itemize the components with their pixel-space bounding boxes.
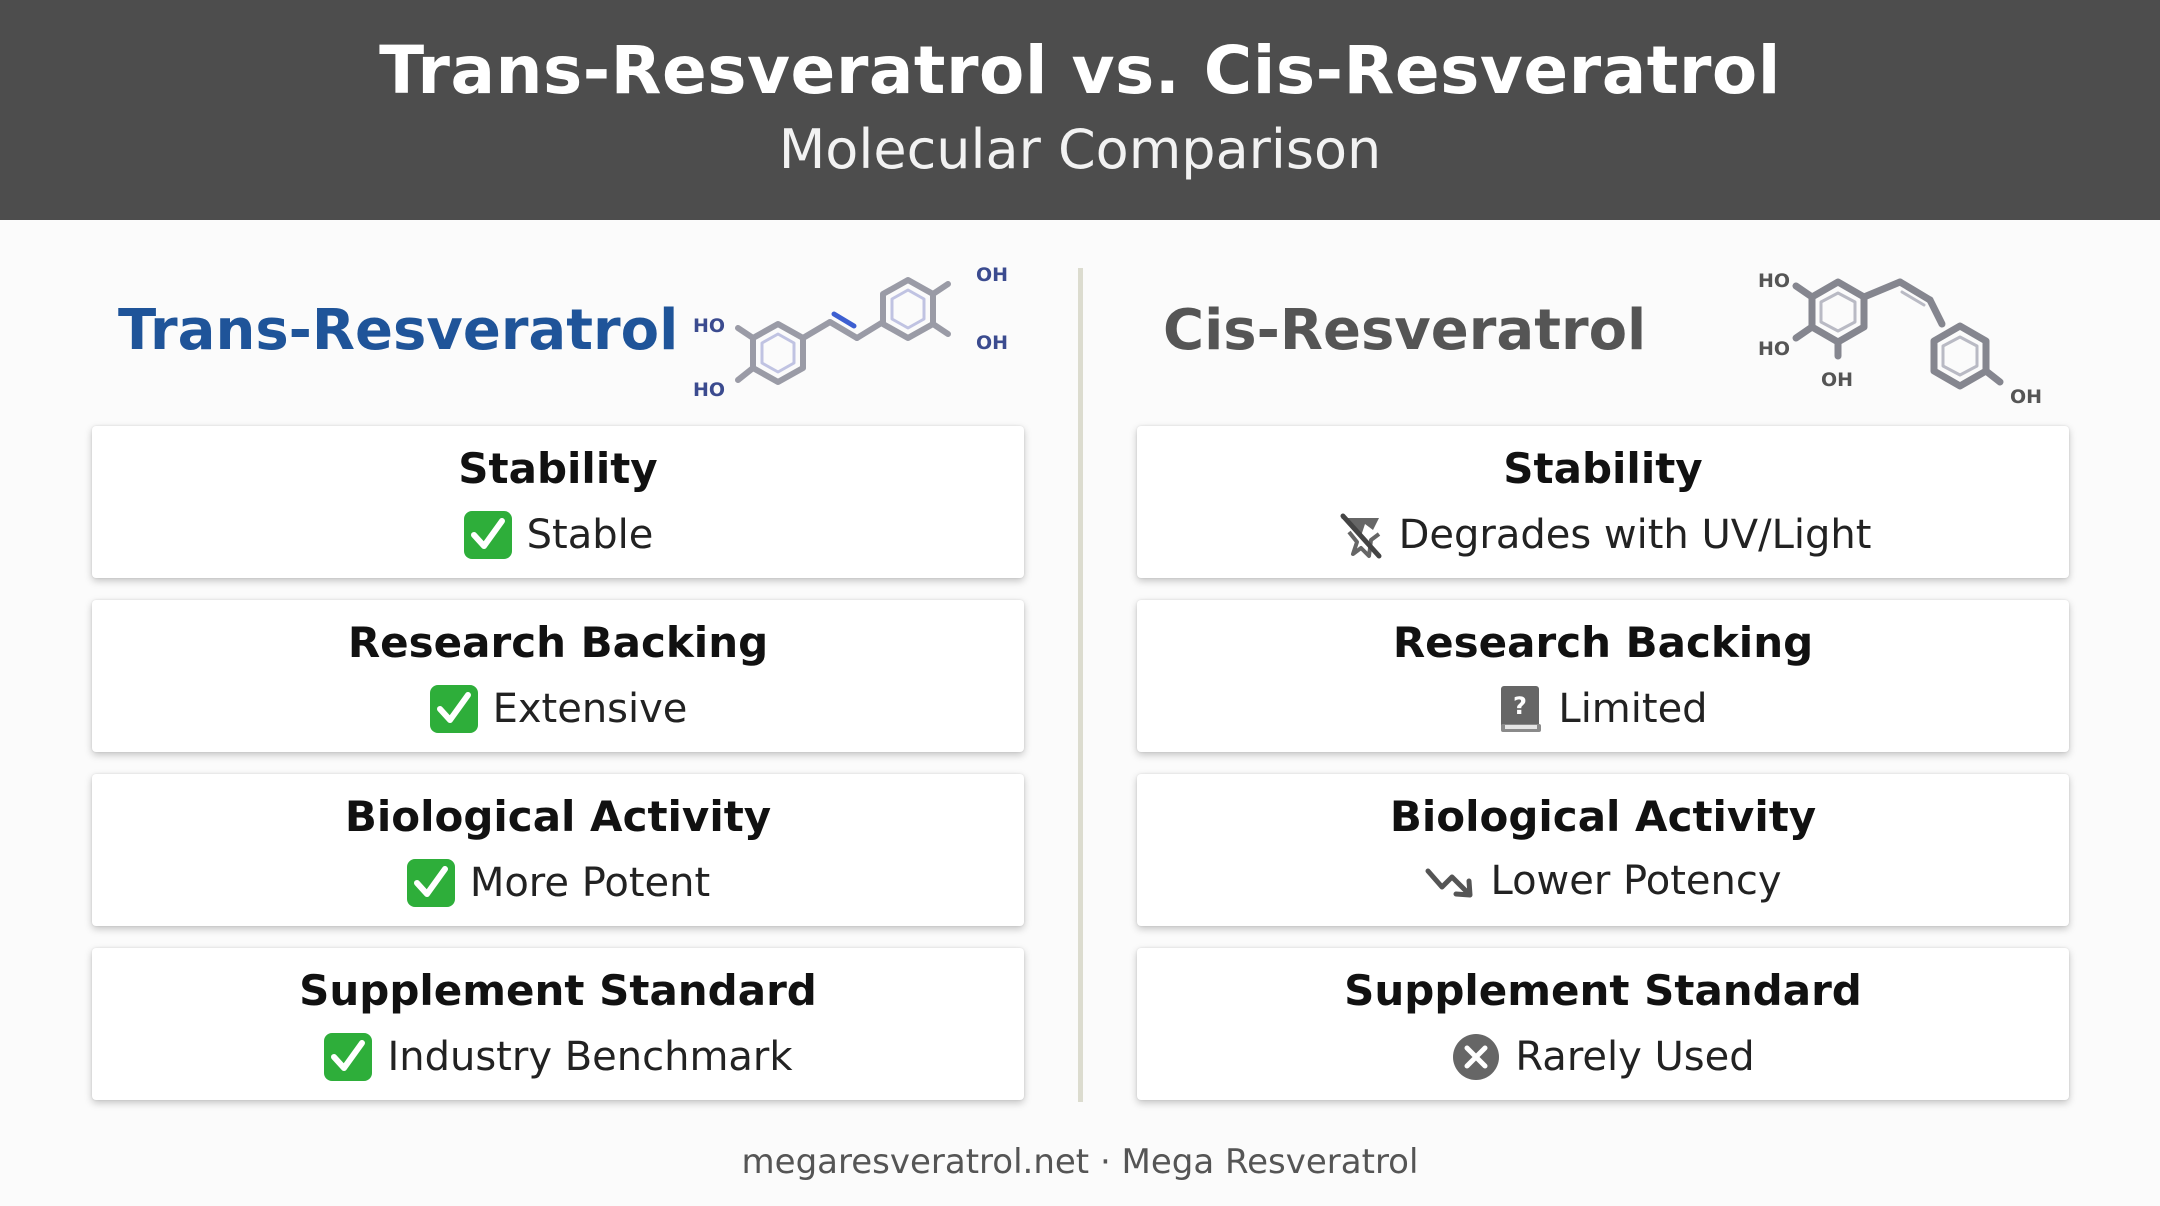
column-divider <box>1078 268 1083 1102</box>
svg-text:HO: HO <box>1758 270 1790 292</box>
svg-text:OH: OH <box>1821 369 1853 391</box>
cis-card-activity: Biological Activity Lower Potency <box>1137 774 2069 926</box>
trans-molecule-icon: HO HO OH OH <box>693 264 1008 401</box>
x-circle-icon <box>1453 1034 1500 1080</box>
cis-card-stability: Stability Degrades with UV/Light <box>1137 426 2069 578</box>
trans-card-supplement: Supplement Standard Industry Benchmark <box>92 948 1024 1100</box>
card-label: Research Backing <box>347 618 769 667</box>
card-label: Supplement Standard <box>299 966 817 1015</box>
trans-column-title: Trans-Resveratrol <box>118 298 679 363</box>
page-title: Trans-Resveratrol vs. Cis-Resveratrol <box>379 32 1781 109</box>
check-icon <box>324 1033 373 1081</box>
card-label: Stability <box>1503 444 1703 493</box>
card-value: Lower Potency <box>1490 858 1782 904</box>
cis-column-title: Cis-Resveratrol <box>1163 298 1647 363</box>
header-banner: Trans-Resveratrol vs. Cis-Resveratrol Mo… <box>0 0 2160 220</box>
card-value: Industry Benchmark <box>387 1034 793 1080</box>
card-label: Stability <box>458 444 658 493</box>
trans-card-stability: Stability Stable <box>92 426 1024 578</box>
card-value: Rarely Used <box>1515 1034 1755 1080</box>
card-value: Stable <box>526 512 654 558</box>
svg-text:HO: HO <box>693 315 725 337</box>
card-value: More Potent <box>469 860 711 906</box>
check-icon <box>463 511 512 559</box>
trans-card-activity: Biological Activity More Potent <box>92 774 1024 926</box>
cis-card-supplement: Supplement Standard Rarely Used <box>1137 948 2069 1100</box>
card-label: Research Backing <box>1392 618 1814 667</box>
footer-credit: megaresveratrol.net · Mega Resveratrol <box>741 1142 1419 1182</box>
trend-down-icon <box>1425 868 1473 898</box>
cis-molecule-icon: HO HO OH OH <box>1758 270 2042 408</box>
card-value: Degrades with UV/Light <box>1398 512 1872 558</box>
svg-text:?: ? <box>1513 692 1527 720</box>
card-label: Biological Activity <box>344 792 772 841</box>
svg-text:OH: OH <box>976 332 1008 354</box>
card-value: Limited <box>1558 686 1708 732</box>
check-icon <box>429 685 478 733</box>
cis-card-research: Research Backing ? Limited <box>1137 600 2069 752</box>
question-book-icon: ? <box>1501 686 1542 732</box>
card-label: Biological Activity <box>1389 792 1817 841</box>
svg-text:OH: OH <box>976 264 1008 286</box>
svg-text:OH: OH <box>2010 386 2042 408</box>
svg-text:HO: HO <box>1758 338 1790 360</box>
card-value: Extensive <box>492 686 688 732</box>
card-label: Supplement Standard <box>1344 966 1862 1015</box>
check-icon <box>406 859 455 907</box>
trans-card-research: Research Backing Extensive <box>92 600 1024 752</box>
page-subtitle: Molecular Comparison <box>778 118 1382 181</box>
no-light-icon <box>1340 513 1382 559</box>
svg-text:HO: HO <box>693 379 725 401</box>
